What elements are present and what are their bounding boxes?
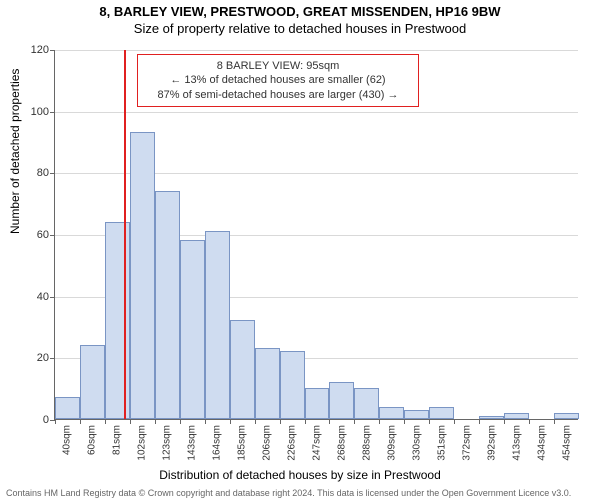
grid-line — [55, 50, 578, 51]
ytick-label: 100 — [31, 106, 49, 118]
histogram-bar — [504, 413, 529, 419]
ytick-label: 80 — [37, 167, 49, 179]
histogram-bar — [404, 410, 429, 419]
xtick-mark — [479, 419, 480, 424]
histogram-bar — [130, 132, 155, 419]
xtick-label: 81sqm — [112, 425, 123, 455]
ytick-label: 0 — [43, 414, 49, 426]
ytick-mark — [50, 112, 55, 113]
histogram-bar — [429, 407, 454, 419]
x-axis-label: Distribution of detached houses by size … — [0, 468, 600, 482]
xtick-mark — [329, 419, 330, 424]
xtick-label: 226sqm — [287, 425, 298, 461]
xtick-mark — [155, 419, 156, 424]
page-subtitle: Size of property relative to detached ho… — [0, 21, 600, 36]
xtick-label: 164sqm — [212, 425, 223, 461]
xtick-label: 268sqm — [336, 425, 347, 461]
xtick-mark — [354, 419, 355, 424]
xtick-label: 206sqm — [262, 425, 273, 461]
histogram-bar — [155, 191, 180, 419]
xtick-label: 40sqm — [62, 425, 73, 455]
y-axis-label: Number of detached properties — [8, 69, 22, 234]
ytick-label: 60 — [37, 229, 49, 241]
xtick-mark — [230, 419, 231, 424]
histogram-bar — [55, 397, 80, 419]
xtick-label: 60sqm — [87, 425, 98, 455]
xtick-mark — [280, 419, 281, 424]
xtick-label: 434sqm — [536, 425, 547, 461]
histogram-bar — [280, 351, 305, 419]
xtick-label: 185sqm — [237, 425, 248, 461]
xtick-mark — [404, 419, 405, 424]
xtick-label: 309sqm — [386, 425, 397, 461]
reference-line — [124, 50, 126, 419]
xtick-mark — [305, 419, 306, 424]
grid-line — [55, 112, 578, 113]
histogram-bar — [230, 320, 255, 419]
histogram-bar — [354, 388, 379, 419]
xtick-mark — [105, 419, 106, 424]
xtick-label: 102sqm — [137, 425, 148, 461]
xtick-label: 351sqm — [436, 425, 447, 461]
xtick-mark — [379, 419, 380, 424]
attribution-footer: Contains HM Land Registry data © Crown c… — [6, 488, 571, 498]
annotation-line: 87% of semi-detached houses are larger (… — [146, 88, 410, 102]
annotation-box: 8 BARLEY VIEW: 95sqm← 13% of detached ho… — [137, 54, 419, 107]
xtick-label: 123sqm — [162, 425, 173, 461]
ytick-label: 120 — [31, 44, 49, 56]
xtick-mark — [55, 419, 56, 424]
page-title: 8, BARLEY VIEW, PRESTWOOD, GREAT MISSEND… — [0, 4, 600, 19]
xtick-mark — [180, 419, 181, 424]
xtick-label: 143sqm — [187, 425, 198, 461]
xtick-label: 288sqm — [361, 425, 372, 461]
ytick-mark — [50, 297, 55, 298]
xtick-label: 454sqm — [561, 425, 572, 461]
ytick-label: 20 — [37, 352, 49, 364]
xtick-mark — [429, 419, 430, 424]
histogram-bar — [255, 348, 280, 419]
annotation-line: ← 13% of detached houses are smaller (62… — [146, 73, 410, 87]
xtick-label: 392sqm — [486, 425, 497, 461]
histogram-bar — [105, 222, 130, 419]
histogram-bar — [379, 407, 404, 419]
xtick-mark — [554, 419, 555, 424]
xtick-mark — [504, 419, 505, 424]
histogram-bar — [80, 345, 105, 419]
ytick-label: 40 — [37, 291, 49, 303]
histogram-bar — [479, 416, 504, 419]
xtick-mark — [130, 419, 131, 424]
xtick-mark — [205, 419, 206, 424]
annotation-line: 8 BARLEY VIEW: 95sqm — [146, 59, 410, 73]
xtick-label: 330sqm — [411, 425, 422, 461]
histogram-bar — [329, 382, 354, 419]
xtick-label: 413sqm — [511, 425, 522, 461]
xtick-mark — [529, 419, 530, 424]
xtick-label: 372sqm — [461, 425, 472, 461]
xtick-mark — [255, 419, 256, 424]
ytick-mark — [50, 358, 55, 359]
ytick-mark — [50, 235, 55, 236]
xtick-mark — [80, 419, 81, 424]
xtick-label: 247sqm — [312, 425, 323, 461]
histogram-chart: 02040608010012040sqm60sqm81sqm102sqm123s… — [54, 50, 578, 420]
histogram-bar — [180, 240, 205, 419]
ytick-mark — [50, 173, 55, 174]
ytick-mark — [50, 50, 55, 51]
histogram-bar — [554, 413, 579, 419]
xtick-mark — [454, 419, 455, 424]
histogram-bar — [205, 231, 230, 419]
histogram-bar — [305, 388, 330, 419]
